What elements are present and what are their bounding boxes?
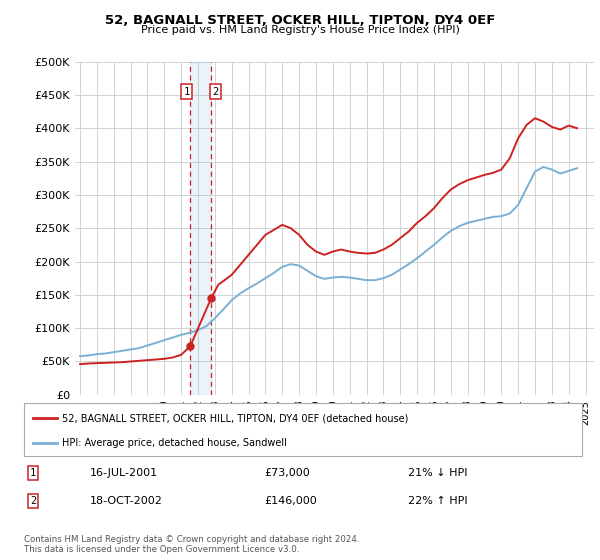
Text: 22% ↑ HPI: 22% ↑ HPI [408, 496, 467, 506]
Text: 52, BAGNALL STREET, OCKER HILL, TIPTON, DY4 0EF: 52, BAGNALL STREET, OCKER HILL, TIPTON, … [105, 14, 495, 27]
Text: 1: 1 [30, 468, 36, 478]
Text: £73,000: £73,000 [264, 468, 310, 478]
Text: 2: 2 [212, 87, 218, 96]
Text: 52, BAGNALL STREET, OCKER HILL, TIPTON, DY4 0EF (detached house): 52, BAGNALL STREET, OCKER HILL, TIPTON, … [62, 413, 408, 423]
Text: 16-JUL-2001: 16-JUL-2001 [90, 468, 158, 478]
Text: 21% ↓ HPI: 21% ↓ HPI [408, 468, 467, 478]
Text: Price paid vs. HM Land Registry's House Price Index (HPI): Price paid vs. HM Land Registry's House … [140, 25, 460, 35]
Text: 1: 1 [184, 87, 190, 96]
Text: 2: 2 [30, 496, 36, 506]
Bar [190, 62, 211, 395]
Text: HPI: Average price, detached house, Sandwell: HPI: Average price, detached house, Sand… [62, 438, 287, 448]
Text: 18-OCT-2002: 18-OCT-2002 [90, 496, 163, 506]
Text: £146,000: £146,000 [264, 496, 317, 506]
Text: Contains HM Land Registry data © Crown copyright and database right 2024.
This d: Contains HM Land Registry data © Crown c… [24, 535, 359, 554]
